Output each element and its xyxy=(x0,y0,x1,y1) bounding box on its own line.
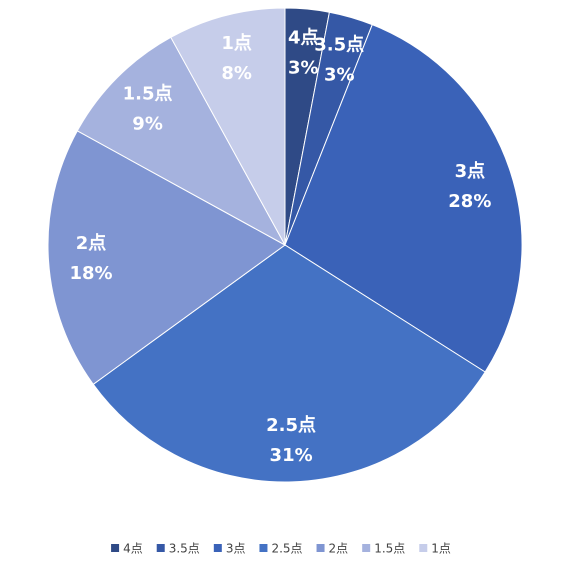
legend-label: 2点 xyxy=(329,542,349,556)
legend-swatch xyxy=(419,544,428,552)
legend-label: 2.5点 xyxy=(271,542,302,556)
legend-label: 1点 xyxy=(431,542,451,556)
legend-swatch xyxy=(316,544,325,552)
slice-value-label: 3% xyxy=(288,58,319,79)
legend-label: 1.5点 xyxy=(374,542,405,556)
pie-slice xyxy=(47,130,286,386)
slice-value-label: 31% xyxy=(270,445,313,466)
legend-swatch xyxy=(259,544,268,552)
legend-swatch xyxy=(362,544,371,552)
legend: 4点 3.5点 3点 2.5点 2点 1.5点 1点 xyxy=(111,542,451,556)
legend-label: 4点 xyxy=(123,542,143,556)
slice-value-label: 18% xyxy=(69,263,112,284)
slice-value-label: 8% xyxy=(221,63,252,84)
legend-swatch xyxy=(156,544,165,552)
slice-category-label: 2.5点 xyxy=(266,414,316,436)
slice-category-label: 1点 xyxy=(221,32,252,54)
legend-swatch xyxy=(213,544,222,552)
slice-category-label: 2点 xyxy=(76,232,107,254)
pie-slice xyxy=(92,244,486,483)
slice-category-label: 3点 xyxy=(455,160,486,182)
slice-category-label: 3.5点 xyxy=(314,33,364,55)
pie-slice xyxy=(284,23,523,373)
legend-label: 3.5点 xyxy=(169,542,200,556)
slice-value-label: 28% xyxy=(448,191,491,212)
slice-value-label: 3% xyxy=(324,64,355,85)
legend-swatch xyxy=(111,544,120,552)
pie-slice xyxy=(76,36,287,247)
slice-value-label: 9% xyxy=(132,114,163,135)
slice-category-label: 1.5点 xyxy=(123,83,173,105)
legend-label: 3点 xyxy=(226,542,246,556)
slice-category-label: 4点 xyxy=(288,27,319,49)
pie-slice xyxy=(170,7,286,246)
